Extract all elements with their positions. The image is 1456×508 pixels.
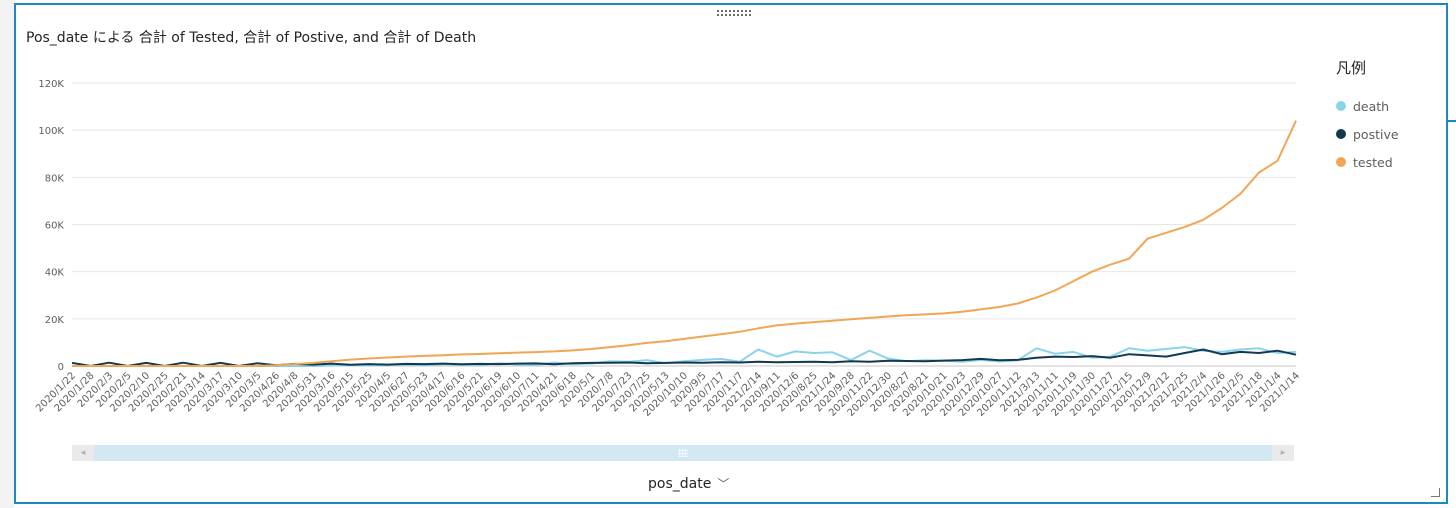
x-axis-title-label: pos_date bbox=[648, 475, 712, 492]
thumb-grip-icon[interactable] bbox=[678, 449, 688, 457]
legend: 凡例 death postive tested bbox=[1336, 57, 1399, 176]
legend-label-postive: postive bbox=[1353, 126, 1399, 142]
legend-dot-postive bbox=[1336, 129, 1346, 139]
scroll-left-icon[interactable]: ◂ bbox=[72, 445, 94, 461]
resize-handle-icon[interactable] bbox=[1431, 488, 1440, 497]
legend-title: 凡例 bbox=[1336, 59, 1367, 77]
y-tick-label: 80K bbox=[45, 173, 65, 184]
legend-label-tested: tested bbox=[1353, 154, 1393, 170]
y-tick-label: 120K bbox=[38, 79, 64, 90]
chart-visual[interactable]: Pos_date による 合計 of Tested, 合計 of Postive… bbox=[14, 3, 1448, 504]
legend-item-death[interactable]: death bbox=[1336, 92, 1399, 120]
right-accent bbox=[1448, 120, 1456, 122]
series-line-tested[interactable] bbox=[72, 120, 1297, 367]
legend-dot-tested bbox=[1336, 157, 1346, 167]
left-panel-strip bbox=[0, 0, 14, 508]
legend-dot-death bbox=[1336, 101, 1346, 111]
x-axis-title[interactable]: pos_date ﹀ bbox=[648, 475, 729, 492]
y-tick-label: 20K bbox=[45, 315, 65, 326]
y-tick-label: 40K bbox=[45, 268, 65, 279]
scroll-right-icon[interactable]: ▸ bbox=[1272, 445, 1294, 461]
x-axis-scrollbar[interactable]: ◂ ▸ bbox=[72, 445, 1294, 461]
chart-title: Pos_date による 合計 of Tested, 合計 of Postive… bbox=[26, 30, 477, 46]
scrollbar-thumb[interactable] bbox=[94, 445, 1272, 461]
y-tick-label: 0 bbox=[58, 362, 64, 373]
legend-item-tested[interactable]: tested bbox=[1336, 148, 1399, 176]
series-line-postive[interactable] bbox=[71, 348, 1297, 367]
y-tick-label: 100K bbox=[38, 126, 64, 137]
drag-grip-icon[interactable] bbox=[716, 9, 752, 17]
legend-label-death: death bbox=[1353, 98, 1390, 114]
legend-item-postive[interactable]: postive bbox=[1336, 120, 1399, 148]
y-tick-label: 60K bbox=[45, 221, 65, 232]
chevron-down-icon[interactable]: ﹀ bbox=[717, 477, 730, 491]
